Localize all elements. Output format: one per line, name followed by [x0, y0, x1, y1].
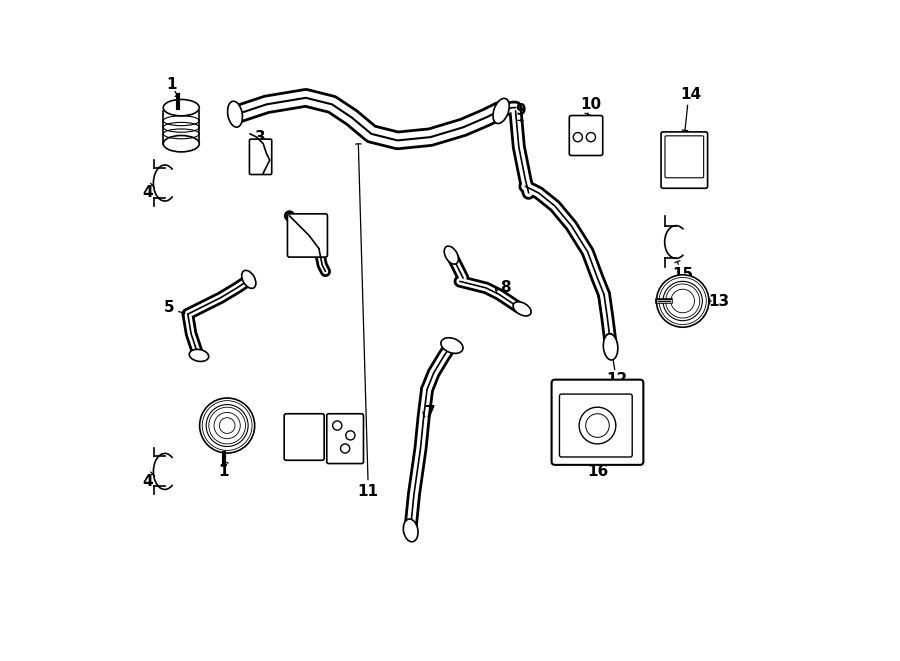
Circle shape — [663, 282, 702, 321]
Circle shape — [656, 275, 709, 327]
Ellipse shape — [493, 98, 509, 124]
Text: 4: 4 — [142, 185, 152, 200]
Circle shape — [206, 405, 248, 447]
Circle shape — [200, 398, 255, 453]
FancyBboxPatch shape — [327, 414, 364, 463]
Text: 8: 8 — [500, 280, 511, 295]
Ellipse shape — [228, 101, 242, 127]
Text: 5: 5 — [164, 300, 175, 315]
Ellipse shape — [603, 334, 618, 360]
FancyBboxPatch shape — [560, 394, 632, 457]
Ellipse shape — [163, 136, 199, 152]
FancyBboxPatch shape — [284, 414, 324, 460]
FancyBboxPatch shape — [570, 116, 603, 155]
Ellipse shape — [441, 338, 463, 354]
Text: 16: 16 — [587, 464, 608, 479]
Text: 11: 11 — [357, 484, 379, 498]
Text: 7: 7 — [425, 405, 436, 420]
Ellipse shape — [163, 99, 199, 116]
Circle shape — [586, 414, 609, 438]
FancyBboxPatch shape — [552, 379, 644, 465]
Ellipse shape — [189, 350, 209, 362]
Ellipse shape — [403, 519, 418, 542]
FancyBboxPatch shape — [665, 136, 704, 178]
Ellipse shape — [513, 302, 531, 316]
Ellipse shape — [242, 270, 256, 288]
Text: 1: 1 — [166, 77, 176, 92]
Text: 3: 3 — [307, 441, 318, 456]
FancyBboxPatch shape — [249, 139, 272, 175]
Text: 10: 10 — [580, 97, 601, 112]
Text: 1: 1 — [219, 464, 230, 479]
FancyBboxPatch shape — [662, 132, 707, 188]
Circle shape — [579, 407, 616, 444]
Text: 14: 14 — [680, 87, 702, 102]
FancyBboxPatch shape — [287, 214, 328, 257]
Text: 12: 12 — [607, 372, 628, 387]
Text: 2: 2 — [349, 444, 360, 459]
Text: 9: 9 — [516, 103, 526, 118]
Text: 13: 13 — [708, 293, 729, 309]
Text: 15: 15 — [672, 267, 693, 282]
Text: 3: 3 — [255, 130, 266, 145]
Ellipse shape — [445, 246, 458, 264]
Text: 6: 6 — [301, 245, 311, 259]
Text: 4: 4 — [142, 474, 152, 488]
Bar — [163, 108, 199, 143]
